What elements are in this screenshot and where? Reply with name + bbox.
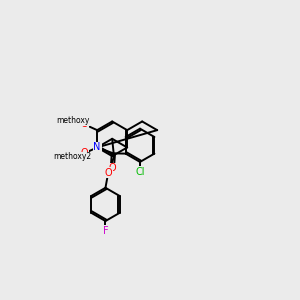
Text: Cl: Cl [135, 167, 145, 177]
Text: N: N [94, 142, 101, 152]
Text: methoxy: methoxy [56, 116, 89, 125]
Text: O: O [81, 119, 88, 129]
Text: O: O [104, 167, 112, 178]
Text: O: O [81, 148, 88, 158]
Text: O: O [109, 164, 116, 173]
Text: methoxy2: methoxy2 [53, 152, 92, 161]
Text: F: F [103, 226, 108, 236]
